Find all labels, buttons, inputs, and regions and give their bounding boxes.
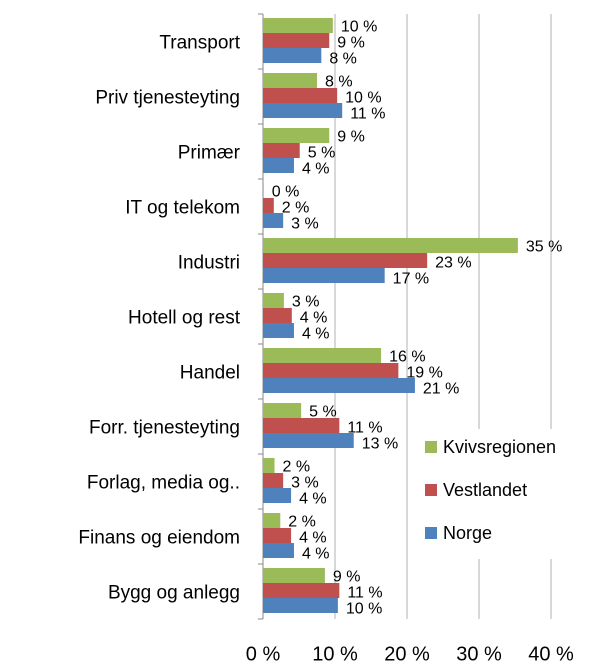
y-tick-label: Hotell og rest [128,308,241,329]
value-label: 11 % [347,420,382,437]
y-tick-label: Priv tjenesteyting [95,88,240,109]
value-label: 8 % [329,51,357,68]
bar [263,293,284,308]
legend-swatch [425,527,437,539]
value-label: 3 % [292,294,320,311]
value-label: 4 % [302,546,330,563]
x-tick-label: 30 % [456,643,502,665]
bar [263,473,284,488]
value-label: 13 % [362,436,398,453]
bar [263,253,428,268]
y-tick-label: Industri [178,253,240,274]
x-tick-label: 10 % [312,643,358,665]
bar [263,433,354,448]
bar [263,363,399,378]
value-label: 5 % [309,404,337,421]
bar [263,568,325,583]
bar [263,268,385,283]
bar [263,378,415,393]
legend-label: Kvivsregionen [443,437,556,457]
bar [263,103,343,118]
bar [263,458,275,473]
value-label: 4 % [302,326,330,343]
value-label: 2 % [283,459,311,476]
value-label: 19 % [406,365,442,382]
value-label: 9 % [337,35,365,52]
bar [263,403,302,418]
bar [263,33,330,48]
value-label: 21 % [423,381,459,398]
value-label: 11 % [347,585,382,602]
y-tick-label: Transport [159,33,240,54]
bar [263,183,264,198]
bar [263,598,338,613]
bar [263,73,317,88]
bar [263,348,382,363]
x-tick-label: 40 % [528,643,574,665]
y-tick-label: Forr. tjenesteyting [89,418,240,439]
value-label: 5 % [308,145,336,162]
value-label: 9 % [337,129,365,146]
y-tick-label: Finans og eiendom [78,528,240,549]
value-label: 3 % [291,216,319,233]
value-label: 10 % [345,90,381,107]
x-tick-label: 0 % [246,643,281,665]
bar [263,513,281,528]
legend-swatch [425,484,437,496]
value-label: 2 % [288,514,316,531]
bar [263,48,322,63]
value-label: 0 % [272,184,300,201]
bar [263,198,274,213]
bar [263,308,292,323]
bar [263,143,300,158]
bar [263,323,294,338]
value-label: 11 % [350,106,385,123]
value-label: 35 % [526,239,562,256]
bar [263,528,292,543]
legend-label: Norge [443,523,492,543]
bar [263,418,340,433]
bar [263,18,333,33]
value-label: 8 % [325,74,353,91]
y-tick-label: Primær [178,143,241,164]
bar [263,238,518,253]
y-tick-label: Bygg og anlegg [108,583,240,604]
value-label: 4 % [302,161,330,178]
legend-bg [423,429,595,559]
x-tick-label: 20 % [384,643,430,665]
bar [263,583,340,598]
value-label: 10 % [341,19,377,36]
bar [263,88,338,103]
legend-swatch [425,441,437,453]
y-tick-label: Forlag, media og.. [87,473,240,494]
y-tick-label: Handel [180,363,240,384]
value-label: 16 % [389,349,425,366]
bar [263,128,330,143]
value-label: 23 % [435,255,471,272]
bar [263,213,284,228]
value-label: 17 % [393,271,429,288]
bar [263,543,294,558]
y-tick-label: IT og telekom [125,198,240,219]
legend-label: Vestlandet [443,480,527,500]
bar [263,158,294,173]
value-label: 4 % [299,530,327,547]
value-label: 4 % [299,491,327,508]
value-label: 10 % [346,601,382,618]
bar [263,488,292,503]
value-label: 4 % [300,310,328,327]
value-label: 9 % [333,569,361,586]
value-label: 2 % [282,200,310,217]
value-label: 3 % [291,475,319,492]
